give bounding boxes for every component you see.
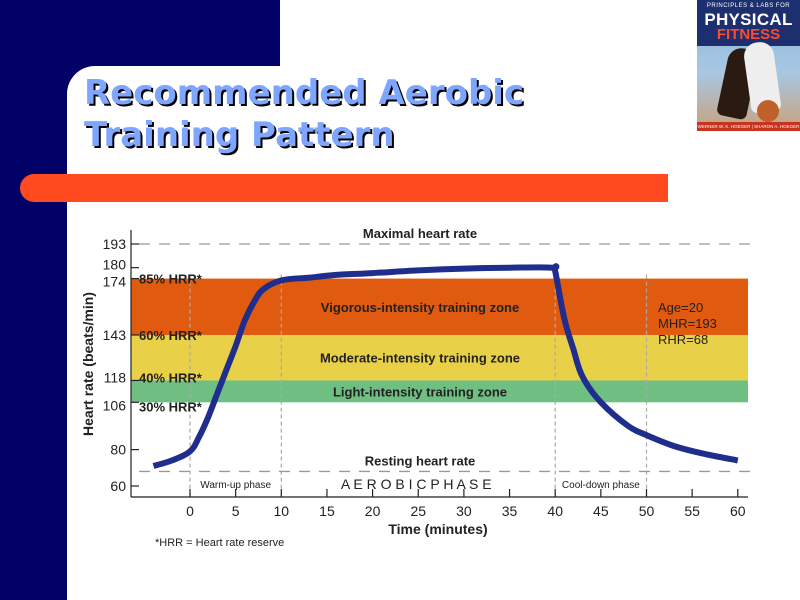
info-box-line: Age=20 bbox=[658, 300, 703, 315]
info-box-line: MHR=193 bbox=[658, 316, 717, 331]
x-tick-label: 35 bbox=[502, 503, 518, 519]
slide-side-bar bbox=[0, 0, 67, 600]
y-axis-title: Heart rate (beats/min) bbox=[80, 292, 96, 436]
y-tick-label: 118 bbox=[104, 369, 127, 385]
x-tick-label: 25 bbox=[410, 503, 426, 519]
x-tick-label: 40 bbox=[547, 503, 563, 519]
phase-label: Cool-down phase bbox=[562, 480, 640, 491]
book-title-band bbox=[697, 0, 800, 46]
y-tick-label: 143 bbox=[103, 327, 127, 343]
reference-line-label: Maximal heart rate bbox=[363, 226, 477, 241]
book-authors: WERNER W. K. HOEGER | SHARON A. HOEGER bbox=[697, 122, 800, 131]
book-title-fitness: FITNESS bbox=[716, 26, 781, 43]
hrr-label: 40% HRR* bbox=[139, 370, 203, 385]
basketball-icon bbox=[757, 100, 779, 122]
phase-label: Warm-up phase bbox=[200, 480, 271, 491]
book-title-physical: PHYSICAL bbox=[704, 10, 793, 29]
x-tick-label: 5 bbox=[232, 503, 240, 519]
y-tick-label: 106 bbox=[103, 397, 127, 413]
book-cover-image: PRINCIPLES & LABS FOR PHYSICAL FITNESS W… bbox=[697, 0, 800, 131]
slide-title-line1: Recommended Aerobic bbox=[84, 73, 525, 113]
footnote: *HRR = Heart rate reserve bbox=[155, 537, 284, 549]
book-subtitle: PRINCIPLES & LABS FOR bbox=[706, 3, 791, 9]
x-tick-label: 10 bbox=[274, 503, 290, 519]
y-tick-label: 193 bbox=[103, 236, 127, 252]
x-tick-label: 45 bbox=[593, 503, 609, 519]
reference-line-label: Resting heart rate bbox=[365, 453, 476, 468]
x-tick-label: 60 bbox=[730, 503, 746, 519]
x-tick-label: 15 bbox=[319, 503, 335, 519]
corner-decoration bbox=[67, 66, 107, 106]
hrr-label: 85% HRR* bbox=[139, 272, 203, 287]
y-tick-label: 174 bbox=[103, 274, 127, 290]
x-tick-label: 50 bbox=[639, 503, 655, 519]
slide-title: Recommended Aerobic Training Pattern bbox=[84, 72, 524, 156]
hrr-label: 60% HRR* bbox=[139, 328, 203, 343]
accent-bar bbox=[20, 174, 668, 202]
hrr-label: 30% HRR* bbox=[139, 399, 203, 414]
x-axis-title: Time (minutes) bbox=[388, 521, 487, 537]
slide-title-line2: Training Pattern bbox=[84, 115, 395, 155]
x-tick-label: 55 bbox=[684, 503, 700, 519]
zone-label: Light-intensity training zone bbox=[333, 384, 507, 399]
zone-label: Vigorous-intensity training zone bbox=[321, 300, 519, 315]
y-tick-label: 60 bbox=[110, 478, 126, 494]
phase-label-aerobic: A E R O B I C P H A S E bbox=[341, 476, 492, 492]
x-tick-label: 0 bbox=[186, 503, 194, 519]
zone-label: Moderate-intensity training zone bbox=[320, 351, 520, 366]
heart-rate-series-line bbox=[152, 263, 739, 469]
x-tick-label: 20 bbox=[365, 503, 381, 519]
zone-band bbox=[131, 278, 748, 335]
info-box-line: RHR=68 bbox=[658, 332, 708, 347]
y-tick-label: 180 bbox=[103, 257, 127, 273]
x-tick-label: 30 bbox=[456, 503, 472, 519]
y-tick-label: 80 bbox=[110, 442, 126, 458]
